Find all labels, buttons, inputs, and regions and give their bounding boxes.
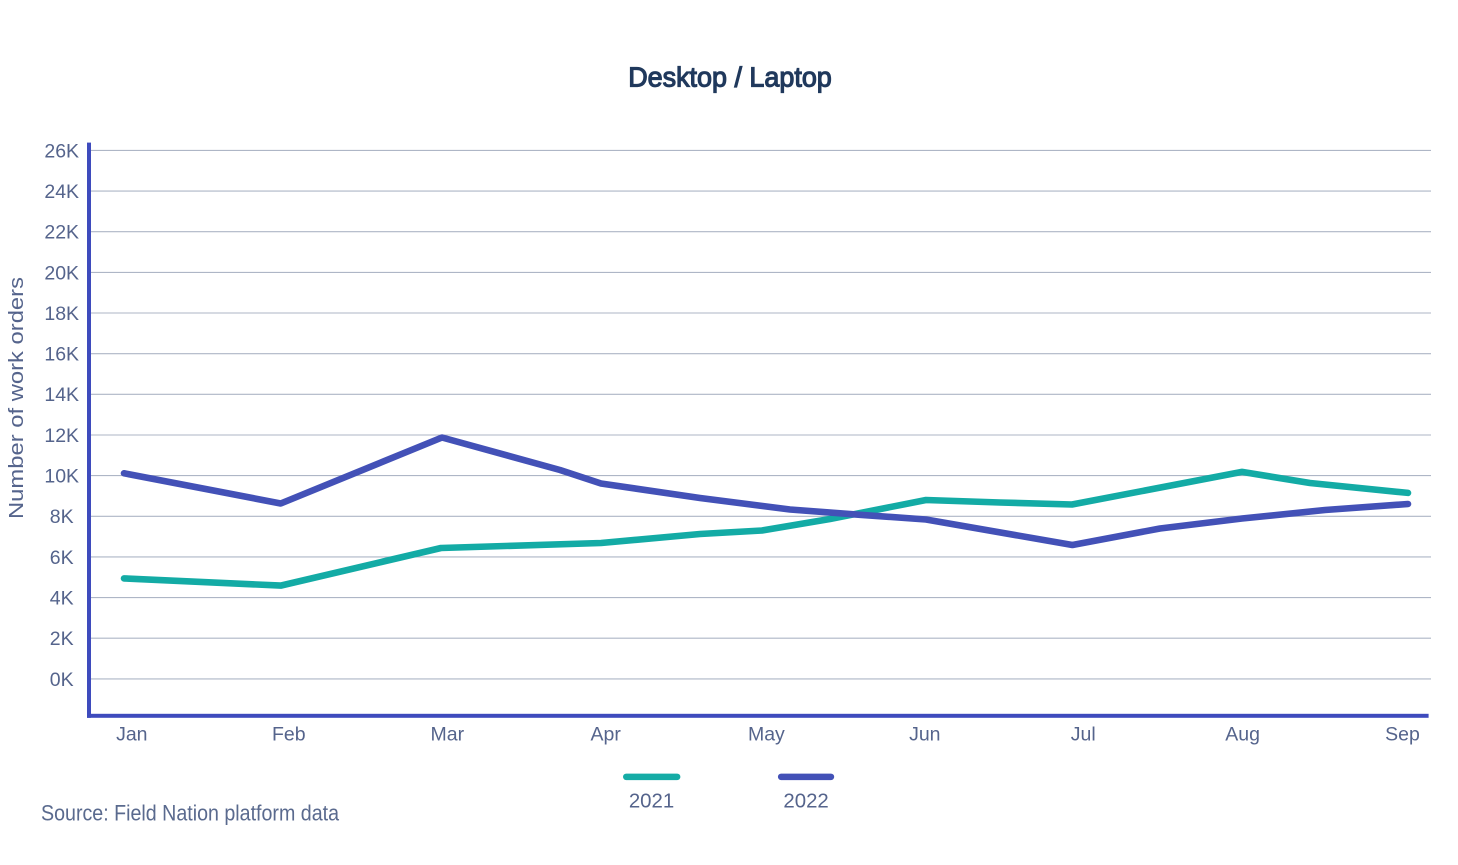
svg-text:10K: 10K: [44, 466, 79, 488]
svg-text:2021: 2021: [629, 791, 674, 813]
svg-text:Jun: Jun: [909, 723, 940, 745]
svg-text:4K: 4K: [50, 588, 74, 610]
svg-text:2022: 2022: [783, 791, 828, 813]
svg-text:Jul: Jul: [1071, 723, 1096, 745]
svg-text:Sep: Sep: [1385, 723, 1420, 745]
svg-text:Mar: Mar: [431, 723, 465, 745]
svg-text:Jan: Jan: [116, 723, 147, 745]
svg-text:22K: 22K: [44, 222, 79, 244]
svg-text:16K: 16K: [44, 344, 79, 366]
svg-text:Apr: Apr: [591, 723, 622, 745]
svg-text:12K: 12K: [44, 425, 79, 447]
svg-text:8K: 8K: [50, 506, 74, 528]
svg-text:18K: 18K: [44, 303, 79, 325]
svg-text:May: May: [748, 723, 785, 745]
svg-text:20K: 20K: [44, 262, 79, 284]
svg-text:Aug: Aug: [1225, 723, 1260, 745]
svg-text:Source: Field Nation platform: Source: Field Nation platform data: [41, 801, 340, 826]
svg-text:24K: 24K: [44, 181, 79, 203]
svg-text:26K: 26K: [44, 140, 79, 162]
svg-text:Number of work orders: Number of work orders: [6, 277, 28, 519]
svg-text:14K: 14K: [44, 384, 79, 406]
svg-text:2K: 2K: [50, 628, 74, 650]
svg-text:0K: 0K: [50, 669, 74, 691]
svg-text:Feb: Feb: [272, 723, 306, 745]
svg-text:6K: 6K: [50, 547, 74, 569]
svg-text:Desktop / Laptop: Desktop / Laptop: [628, 62, 832, 93]
